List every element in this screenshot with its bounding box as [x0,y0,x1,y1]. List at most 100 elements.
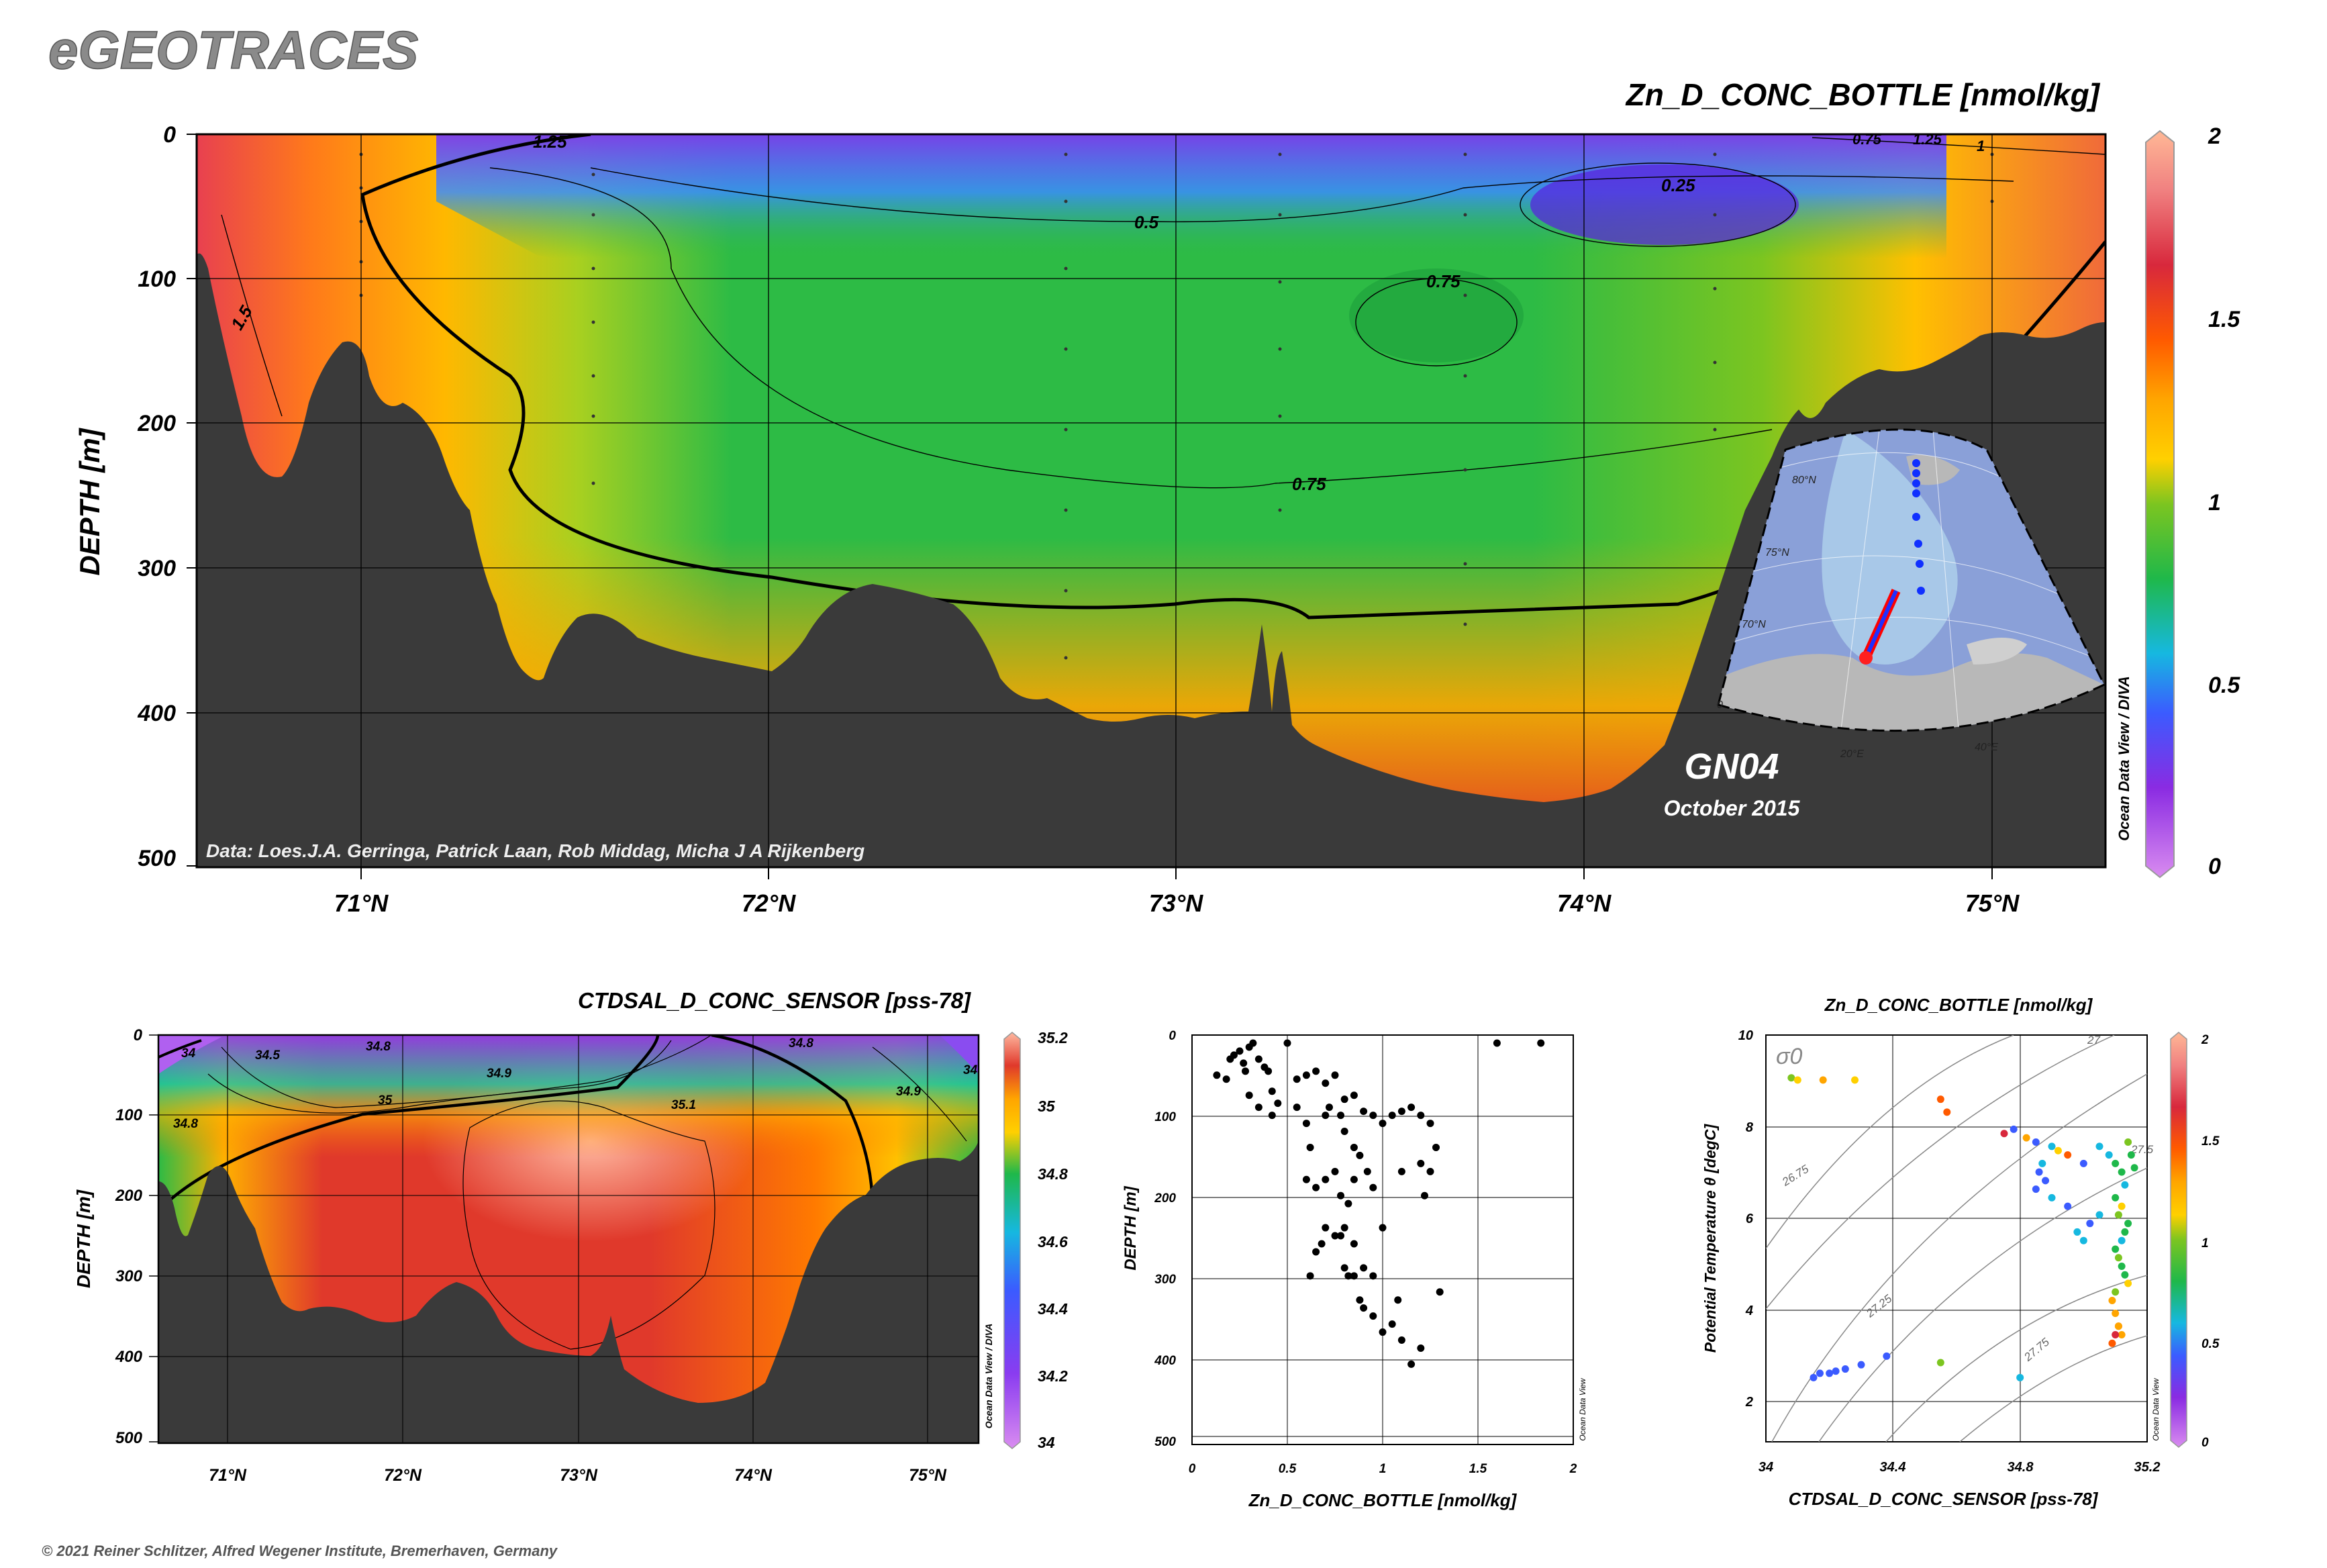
map-lon-label: 40°E [1975,742,1998,753]
y-tick: 500 [138,846,176,871]
y-tick: 400 [1154,1354,1176,1368]
profile-point [1350,1175,1358,1183]
y-tick: 2 [1745,1395,1753,1410]
profile-point [1379,1120,1387,1128]
profile-point [1331,1232,1339,1240]
ts-point [2108,1296,2116,1304]
ts-point [2010,1125,2018,1133]
ts-point [2112,1245,2120,1253]
y-tick: 200 [137,411,176,436]
x-tick: 34 [1759,1460,1773,1475]
colorbar-tick: 0 [2201,1436,2209,1450]
profile-point [1360,1108,1368,1116]
contour-label: 34.8 [789,1036,813,1050]
profile-point [1230,1051,1238,1059]
contour-label: 34 [963,1063,978,1077]
ts-point [1883,1352,1891,1360]
y-tick: 100 [1154,1110,1176,1124]
colorbar-tick: 0.5 [2208,673,2240,698]
seafloor-salinity [158,1141,979,1443]
y-tick: 400 [137,701,176,726]
ts-point [2042,1177,2050,1185]
ts-point [2000,1130,2008,1138]
y-tick: 0 [1169,1029,1176,1043]
profile-point [1322,1112,1330,1120]
y-tick: 10 [1738,1028,1753,1043]
map-lat-label: 80°N [1792,475,1816,486]
vertical-credit: Ocean Data View [1578,1377,1587,1440]
seafloor-main [197,253,2106,867]
profile-point [1283,1039,1291,1047]
ts-point [2105,1151,2113,1159]
data-credit: Data: Loes.J.A. Gerringa, Patrick Laan, … [206,840,864,861]
ts-point [2118,1331,2126,1339]
map-lon-label: 0 [1717,699,1723,711]
isopycnal-label: 27 [2087,1034,2100,1046]
profile-point [1356,1151,1364,1159]
ts-point [2127,1151,2135,1159]
ts-point [2054,1146,2062,1155]
profile-point [1397,1336,1405,1344]
profile-point [1363,1167,1371,1175]
colorbar-tick: 34.8 [1038,1165,1068,1183]
profile-point [1394,1296,1402,1304]
profile-point [1322,1224,1330,1232]
profile-point [1426,1167,1434,1175]
ts-point [2086,1220,2094,1228]
colorbar-tick: 2 [2208,124,2221,149]
profile-point [1236,1047,1244,1055]
profile-point [1388,1320,1396,1328]
y-tick: 0 [134,1026,143,1044]
profile-point [1537,1039,1545,1047]
ts-plot: Zn_D_CONC_BOTTLE [nmol/kg] 26.75 27.25 2… [1701,995,2220,1509]
profile-point [1493,1039,1501,1047]
profile-point [1242,1067,1250,1075]
y-tick: 200 [1154,1191,1176,1206]
contour-label: 34.8 [366,1040,391,1054]
ts-point [2016,1373,2024,1381]
profile-point [1344,1199,1352,1208]
ts-point [2035,1168,2043,1176]
ts-point [1832,1367,1840,1375]
cruise-date: October 2015 [1664,796,1801,820]
profile-x-label: Zn_D_CONC_BOTTLE [nmol/kg] [1248,1490,1518,1510]
profile-y-label: DEPTH [m] [1122,1185,1140,1270]
profile-point [1397,1108,1405,1116]
y-tick: 4 [1745,1304,1753,1318]
y-tick: 500 [115,1429,143,1447]
profile-point [1436,1288,1444,1296]
profile-point [1268,1112,1276,1120]
ts-point [2032,1185,2040,1193]
ts-point [1816,1369,1824,1377]
colorbar-tick: 34.6 [1038,1233,1068,1251]
profile-point [1369,1183,1377,1191]
ts-point [1936,1095,1944,1104]
profile-point [1322,1079,1330,1087]
colorbar-tick: 34 [1038,1434,1055,1451]
ts-point [1851,1076,1859,1084]
profile-point [1306,1272,1314,1280]
profile-point [1356,1296,1364,1304]
colorbar-tick: 34.2 [1038,1367,1068,1385]
profile-points [1213,1039,1545,1368]
x-tick: 0.5 [1279,1462,1297,1476]
ts-points [1787,1074,2138,1381]
profile-point [1268,1087,1276,1095]
contour-label: 34.8 [173,1117,198,1131]
contour-label: 35.1 [671,1098,696,1112]
ts-point [1810,1373,1818,1381]
profile-point [1306,1143,1314,1151]
map-lat-label: 75°N [1765,547,1789,558]
colorbar-tick: 1 [2201,1236,2209,1251]
profile-point [1360,1264,1368,1272]
ts-point [1787,1074,1795,1082]
y-tick: 6 [1746,1212,1754,1226]
profile-point [1302,1071,1310,1079]
main-colorbar: 0 0.5 1 1.5 2 [2145,124,2240,879]
y-tick: 500 [1154,1435,1176,1449]
contour-label: 0.75 [1292,474,1326,494]
ts-point [2130,1164,2138,1172]
ts-point [2114,1211,2122,1219]
profile-point [1369,1272,1377,1280]
profile-point [1417,1112,1425,1120]
